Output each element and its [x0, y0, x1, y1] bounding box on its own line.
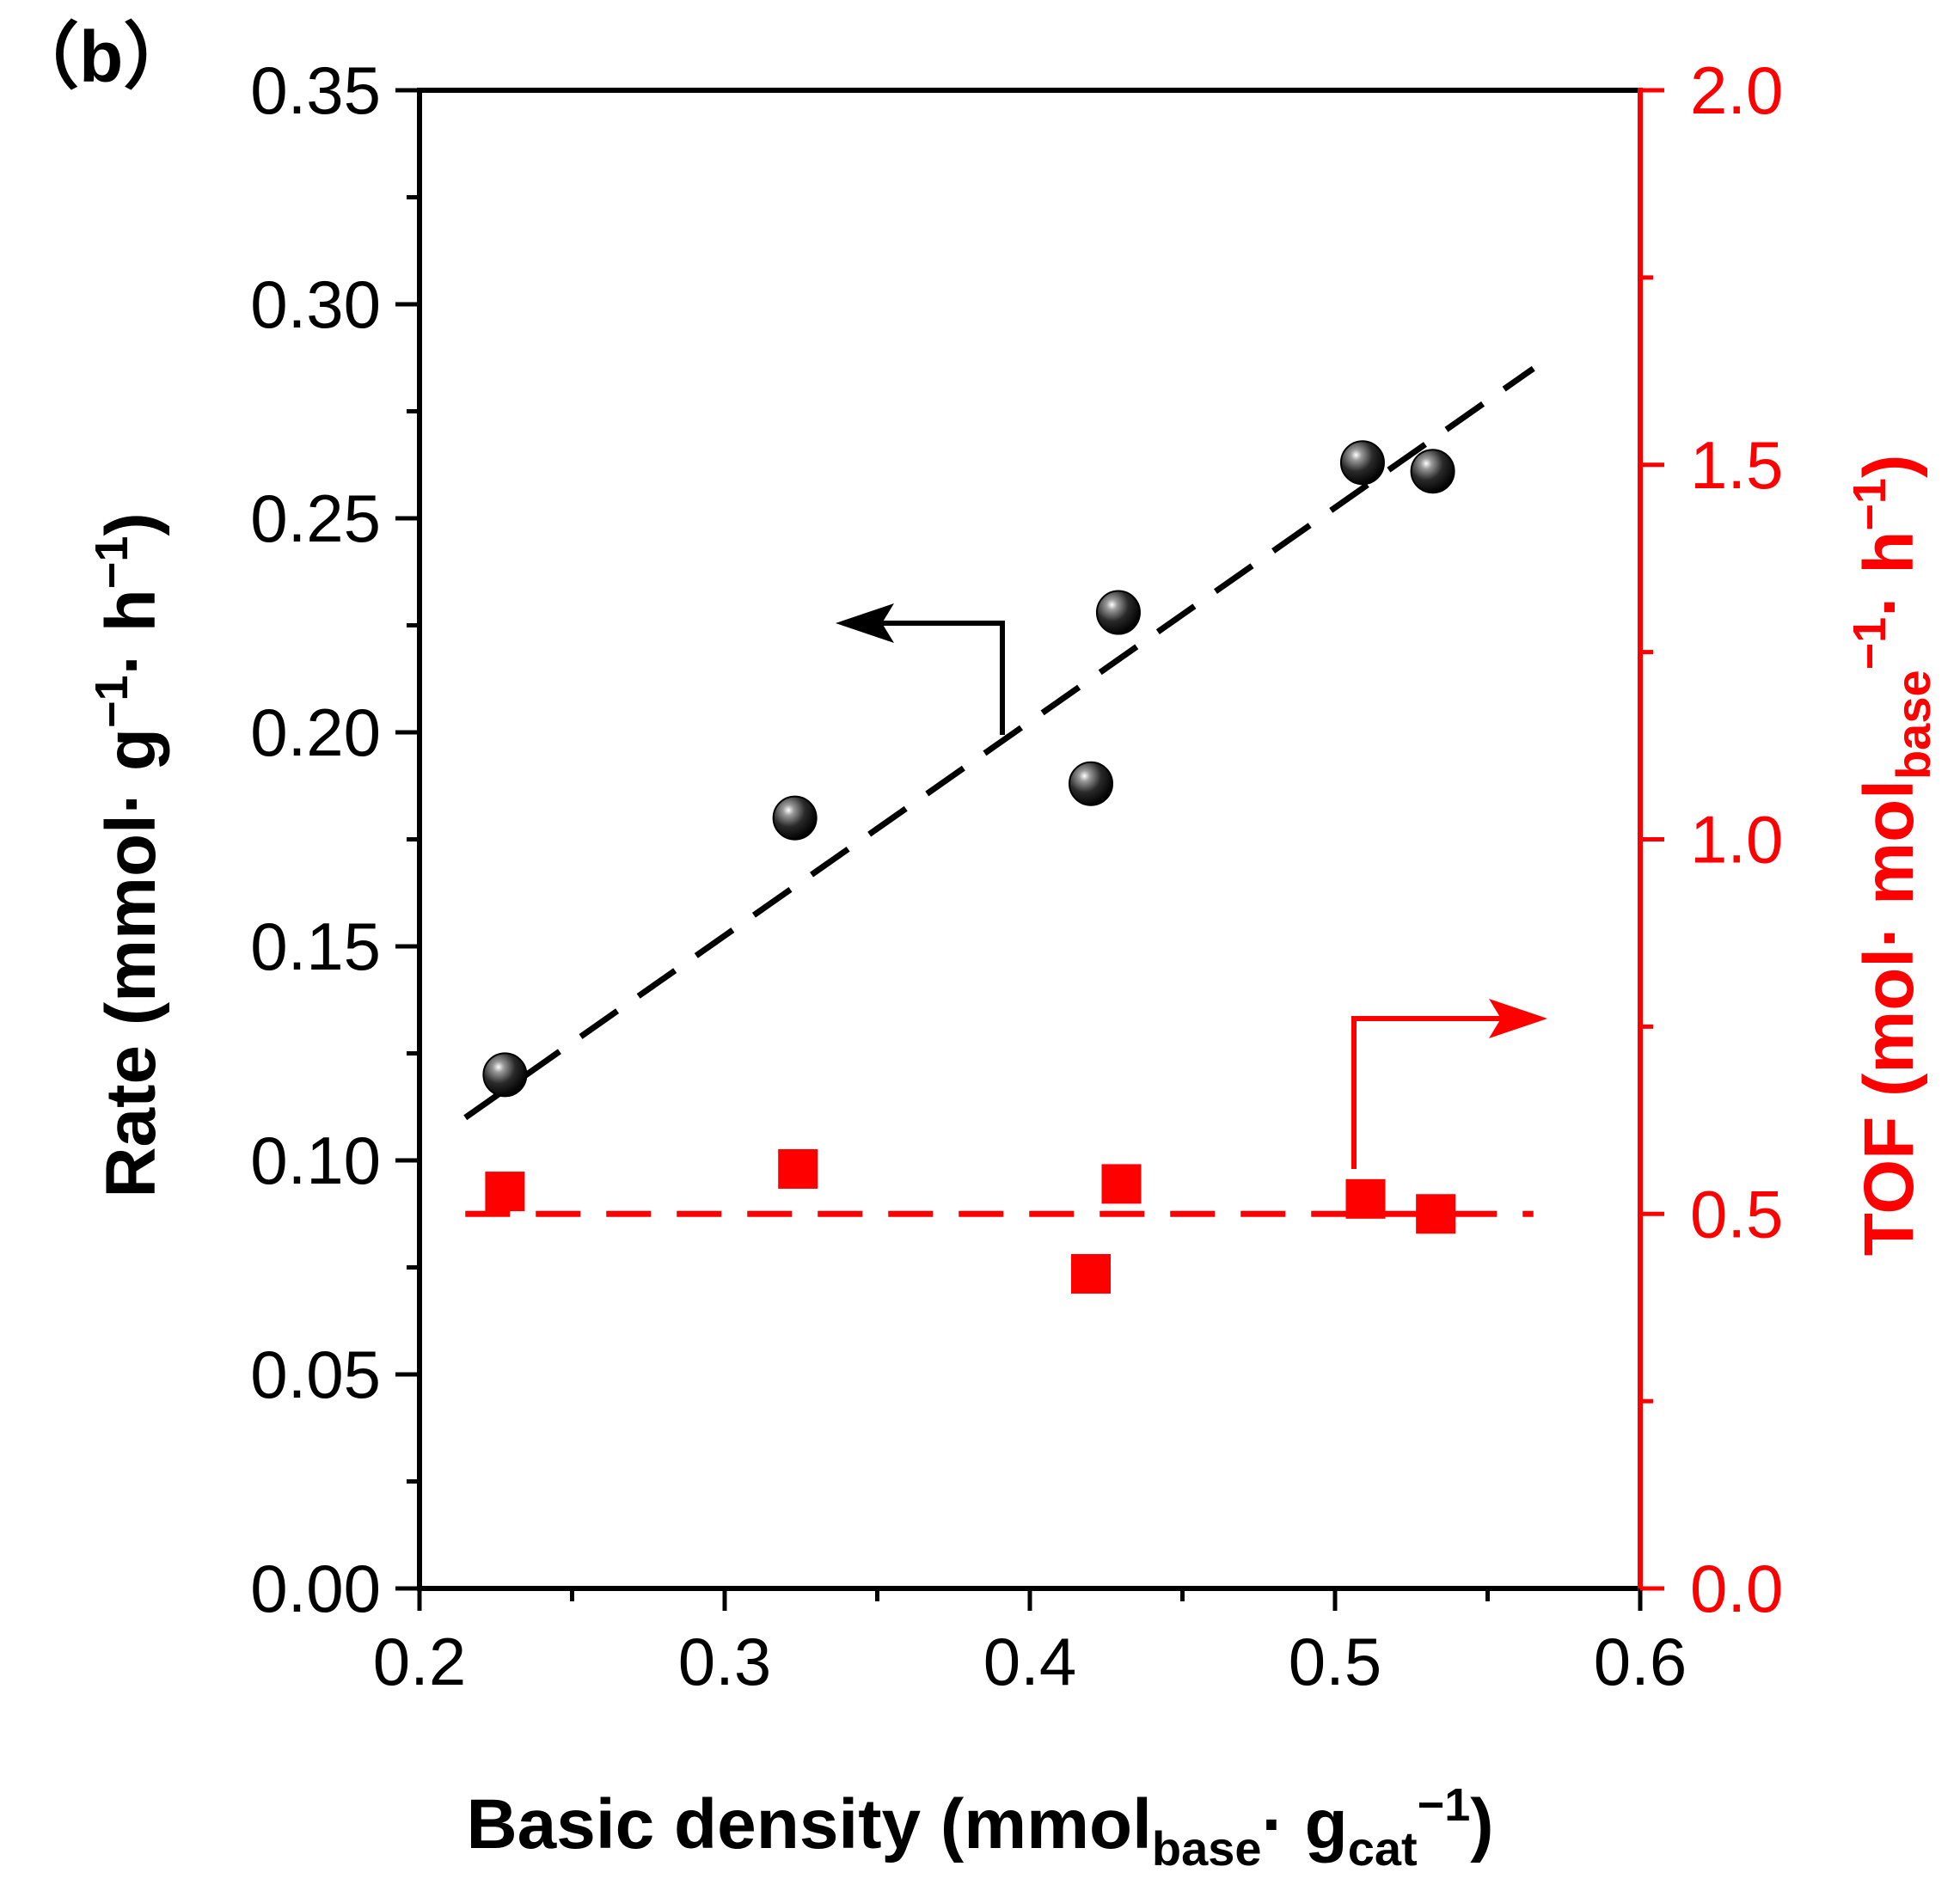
rate-point	[1069, 761, 1113, 806]
tof-point	[1101, 1164, 1142, 1204]
tof-point	[485, 1172, 525, 1212]
y-left-tick-label: 0.20	[250, 695, 381, 770]
panel-label: （b）	[7, 16, 195, 97]
y-left-tick-label: 0.30	[250, 266, 381, 342]
rate-point	[1095, 590, 1141, 635]
y-right-tick-label: 2.0	[1690, 52, 1783, 128]
x-tick-label: 0.4	[983, 1624, 1076, 1699]
y-left-tick-label: 0.10	[250, 1123, 381, 1198]
y-right-tick-label: 1.5	[1690, 427, 1783, 503]
y-left-tick-label: 0.05	[250, 1337, 381, 1412]
y-left-tick-label: 0.35	[250, 52, 381, 128]
rate-point	[772, 795, 818, 841]
x-tick-label: 0.6	[1594, 1624, 1687, 1699]
x-axis-title: Basic density (mmolbase· gcat−1)	[466, 1779, 1493, 1876]
y-left-axis-title: Rate (mmol· g−1· h−1)	[86, 512, 170, 1197]
x-tick-label: 0.2	[373, 1624, 466, 1699]
rate-point	[1410, 449, 1455, 494]
y-right-tick-label: 0.0	[1690, 1551, 1783, 1626]
x-tick-label: 0.5	[1289, 1624, 1381, 1699]
data-points	[482, 440, 1456, 1294]
axes: 0.2 0.3 0.4 0.5 0.6 0.00 0.05 0.10 0.15 0.20 0.25 0…	[250, 52, 1783, 1699]
fit-lines	[463, 365, 1535, 1217]
rate-point	[1339, 440, 1385, 486]
x-tick-label: 0.3	[678, 1624, 771, 1699]
y-left-tick-label: 0.00	[250, 1551, 381, 1626]
rate-fit-line	[463, 365, 1535, 1121]
rate-point	[482, 1052, 528, 1098]
tof-point	[778, 1148, 818, 1189]
rate-arrow-head	[836, 603, 894, 643]
y-left-tick-label: 0.15	[250, 909, 381, 984]
tof-arrow-head	[1489, 999, 1547, 1038]
tof-point	[1345, 1178, 1386, 1219]
annotation-arrows	[836, 603, 1547, 1169]
y-right-tick-label: 1.0	[1690, 802, 1783, 878]
y-right-axis-title: TOF (mol· molbase−1· h−1)	[1844, 455, 1940, 1257]
y-right-tick-label: 0.5	[1690, 1176, 1783, 1251]
tof-axis-arrow	[1351, 1016, 1522, 1169]
y-left-tick-label: 0.25	[250, 480, 381, 556]
tof-point	[1071, 1253, 1111, 1294]
rate-axis-arrow	[860, 621, 1005, 735]
tof-point	[1416, 1194, 1456, 1234]
